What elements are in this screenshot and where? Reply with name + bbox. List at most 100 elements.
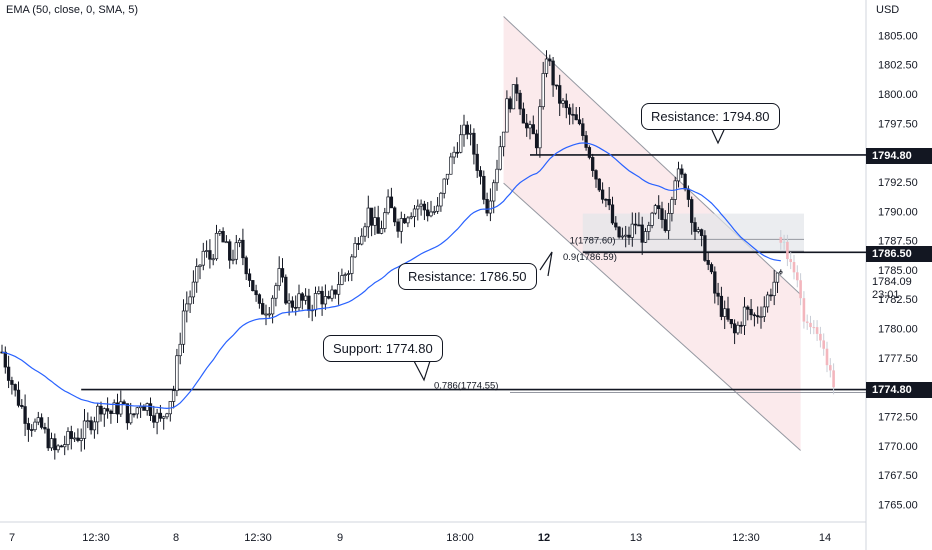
candle-body xyxy=(63,444,67,448)
candle-body xyxy=(360,235,364,245)
candle-body xyxy=(389,196,394,209)
candle-body xyxy=(257,294,262,304)
candle-body xyxy=(591,157,595,171)
candle-body xyxy=(224,241,229,244)
candle-body xyxy=(666,213,671,231)
candle-body xyxy=(723,308,727,317)
candle-body xyxy=(637,224,641,227)
candle-body xyxy=(508,98,512,110)
candle-body xyxy=(373,217,377,226)
candle-body xyxy=(706,260,710,265)
x-tick-label: 12:30 xyxy=(732,532,760,544)
candle-body xyxy=(228,241,232,261)
candle-body xyxy=(112,402,116,414)
candle-body xyxy=(746,306,750,310)
candle-body xyxy=(6,366,11,381)
candle-body xyxy=(670,199,674,214)
candle-body xyxy=(779,271,783,274)
candle-body xyxy=(614,222,618,228)
candle-body xyxy=(356,243,361,245)
candle-body xyxy=(333,289,337,295)
candle-body xyxy=(620,235,625,238)
x-tick-label: 18:00 xyxy=(446,532,474,544)
candle-body xyxy=(528,124,532,129)
candle-body xyxy=(142,405,146,411)
candle-body xyxy=(726,308,730,320)
candle-body xyxy=(574,114,578,121)
support-callout[interactable]: Support: 1774.80 xyxy=(323,335,443,362)
candle-body xyxy=(521,108,526,124)
candle-body xyxy=(775,272,780,283)
x-tick-label: 8 xyxy=(173,532,179,544)
candle-body xyxy=(703,235,707,261)
candle-body xyxy=(643,231,648,243)
candle-body xyxy=(346,273,351,275)
candle-body xyxy=(518,92,522,110)
candle-body xyxy=(49,438,54,449)
indicator-label[interactable]: EMA (50, close, 0, SMA, 5) xyxy=(6,4,139,16)
candle-body xyxy=(386,196,390,214)
candle-body xyxy=(412,208,417,217)
candle-body xyxy=(402,218,407,224)
candle-body xyxy=(660,208,664,220)
candle-body xyxy=(204,250,209,252)
candle-body xyxy=(610,204,615,224)
projection-candle xyxy=(805,321,809,323)
candle-body xyxy=(313,293,318,311)
candle-body xyxy=(505,98,509,133)
candle-body xyxy=(290,300,295,308)
candle-body xyxy=(323,296,328,305)
candle-body xyxy=(284,276,288,304)
candle-body xyxy=(488,200,493,214)
candle-body xyxy=(564,100,568,109)
y-tick-label: 1777.50 xyxy=(878,353,918,365)
projection-candle xyxy=(779,237,783,243)
candle-body xyxy=(280,268,285,278)
candle-body xyxy=(544,58,549,74)
candle-body xyxy=(657,205,661,210)
projection-candle xyxy=(815,327,819,334)
candle-body xyxy=(742,306,747,326)
resistance-mid-callout[interactable]: Resistance: 1786.50 xyxy=(398,263,537,290)
candle-body xyxy=(696,229,700,232)
candle-body xyxy=(749,308,753,316)
ema-line xyxy=(1,142,781,409)
resistance-top-callout[interactable]: Resistance: 1794.80 xyxy=(641,103,780,130)
candle-body xyxy=(442,178,446,194)
candle-body xyxy=(409,216,413,219)
candle-body xyxy=(501,131,506,148)
candle-body xyxy=(241,239,245,259)
candle-body xyxy=(584,135,588,148)
callout-tail-support xyxy=(413,360,431,382)
candle-body xyxy=(195,266,199,283)
candle-body xyxy=(16,389,21,406)
candle-body xyxy=(429,211,433,217)
candle-body xyxy=(10,380,14,385)
candle-body xyxy=(709,264,714,273)
candle-body xyxy=(633,223,638,226)
candle-body xyxy=(20,405,24,407)
projection-candle xyxy=(789,259,792,263)
candle-body xyxy=(541,73,545,108)
candle-body xyxy=(594,170,598,180)
candle-body xyxy=(165,413,169,418)
candle-body xyxy=(92,421,97,431)
candle-body xyxy=(482,175,486,200)
candle-body xyxy=(350,256,354,274)
candle-body xyxy=(693,222,697,232)
candle-body xyxy=(439,192,443,207)
candle-body xyxy=(3,351,7,368)
candle-body xyxy=(468,132,473,135)
candle-body xyxy=(435,205,440,212)
candle-body xyxy=(125,403,130,424)
candle-body xyxy=(581,123,585,136)
fib-1-label: 1(1787.60) xyxy=(570,235,616,246)
candle-body xyxy=(162,416,166,419)
candle-body xyxy=(89,420,93,431)
candle-body xyxy=(343,274,347,276)
candle-body xyxy=(498,146,502,170)
x-tick-label: 14 xyxy=(819,532,831,544)
candle-body xyxy=(109,410,113,414)
candle-body xyxy=(419,203,423,207)
